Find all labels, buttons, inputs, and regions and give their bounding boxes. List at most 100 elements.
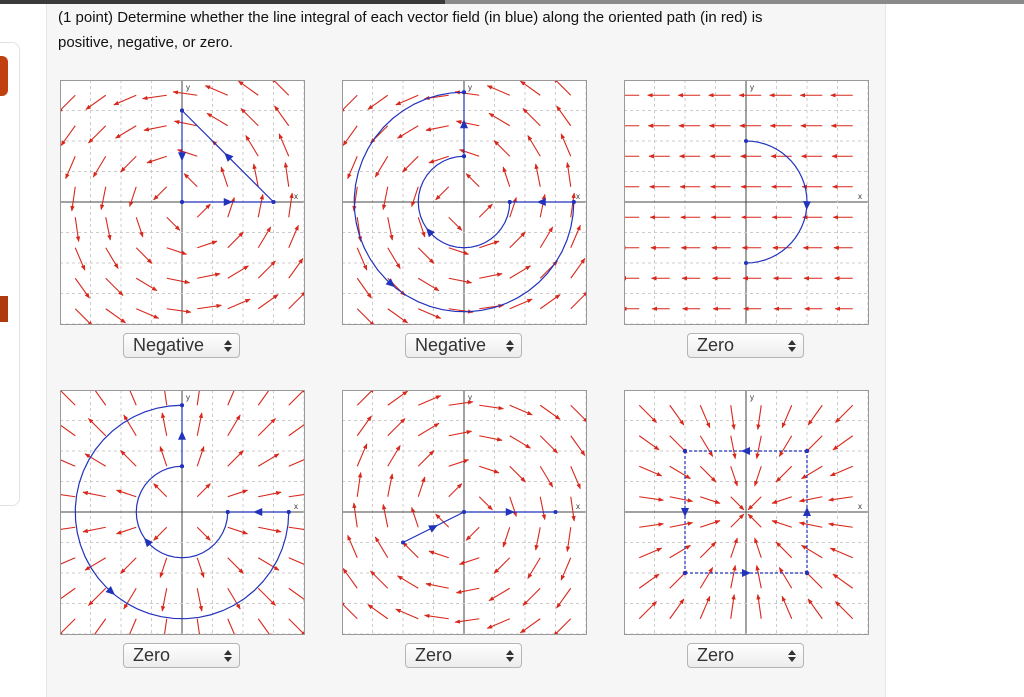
field-arrow	[411, 186, 419, 207]
field-arrow	[502, 166, 511, 187]
path-point	[744, 261, 748, 265]
field-arrow	[638, 435, 660, 451]
field-arrow	[153, 526, 168, 541]
field-arrow	[699, 405, 711, 429]
path-point	[683, 571, 687, 575]
field-arrow	[730, 435, 737, 460]
field-arrow	[356, 443, 368, 467]
field-arrow	[778, 567, 793, 589]
field-arrow	[227, 414, 241, 437]
field-arrow	[669, 496, 694, 503]
field-arrow	[417, 277, 440, 292]
field-arrow	[173, 120, 198, 127]
field-arrow	[553, 77, 572, 96]
path-direction	[178, 430, 186, 440]
field-arrow	[539, 226, 554, 249]
field-arrow	[196, 446, 205, 467]
field-arrow	[70, 186, 76, 212]
field-arrow	[288, 618, 307, 637]
field-arrow	[257, 557, 280, 571]
answer-select[interactable]: Negative	[405, 333, 522, 358]
field-arrow	[120, 155, 137, 173]
field-arrow	[425, 582, 449, 589]
field-arrow	[88, 587, 107, 606]
field-arrow	[374, 536, 389, 559]
path-direction	[178, 152, 186, 162]
field-arrow	[565, 527, 572, 552]
field-arrow	[747, 496, 762, 511]
path-direction	[253, 508, 263, 516]
field-arrow	[196, 483, 211, 498]
field-arrow	[395, 608, 419, 620]
field-arrow	[448, 277, 473, 284]
field-arrow	[227, 450, 244, 467]
path-direction	[505, 508, 515, 516]
field-arrow	[448, 400, 474, 406]
field-arrow	[479, 240, 500, 249]
field-arrow	[356, 472, 363, 497]
field-arrow	[570, 466, 581, 490]
field-arrow	[387, 308, 409, 324]
field-arrow	[832, 435, 854, 451]
field-arrow	[455, 120, 480, 127]
field-arrow	[411, 507, 419, 528]
field-arrow	[428, 155, 449, 164]
field-arrow	[835, 601, 854, 620]
answer-select[interactable]: Negative	[123, 333, 240, 358]
field-arrow	[172, 90, 198, 96]
field-arrow	[699, 567, 714, 589]
field-arrow	[448, 430, 473, 437]
axis-label: x	[858, 192, 862, 201]
field-arrow	[428, 550, 449, 559]
answer-select[interactable]: Zero	[687, 643, 804, 668]
field-arrow	[756, 405, 762, 430]
answer-select[interactable]: Zero	[405, 643, 522, 668]
field-arrow	[832, 573, 854, 589]
field-arrow	[387, 247, 401, 269]
field-arrow	[699, 541, 717, 559]
answer-select[interactable]: Zero	[123, 643, 240, 668]
field-arrow	[798, 496, 823, 503]
field-arrow	[417, 247, 435, 264]
field-arrow	[252, 163, 259, 187]
field-arrow	[356, 415, 372, 437]
field-arrow	[699, 465, 717, 483]
field-arrow	[534, 163, 541, 187]
field-arrow	[570, 291, 589, 310]
path-point	[180, 108, 184, 113]
field-arrow	[486, 618, 510, 629]
answer-select[interactable]: Zero	[687, 333, 804, 358]
field-arrow	[478, 203, 493, 218]
problem-text: positive, negative, or zero.	[58, 34, 234, 51]
field-arrow	[425, 125, 449, 132]
field-arrow	[136, 308, 160, 319]
field-arrow	[227, 265, 249, 279]
field-arrow	[123, 414, 137, 437]
field-arrow	[418, 395, 442, 406]
field-arrow	[829, 465, 853, 477]
field-arrow	[509, 298, 533, 310]
field-arrow	[347, 156, 358, 180]
field-arrow	[52, 557, 76, 568]
field-arrow	[227, 231, 244, 249]
field-arrow	[153, 186, 168, 201]
field-arrow	[560, 133, 572, 157]
field-arrow	[395, 94, 419, 106]
field-arrow	[730, 513, 745, 528]
plot-svg: yx	[57, 77, 307, 327]
field-arrow	[539, 496, 546, 521]
path-direction	[803, 507, 811, 516]
field-arrow	[539, 465, 554, 488]
path-point	[553, 510, 558, 514]
field-arrow	[227, 197, 235, 218]
field-arrow	[639, 496, 664, 502]
field-arrow	[493, 140, 511, 157]
field-arrow	[288, 421, 310, 437]
field-arrow	[288, 587, 310, 603]
field-arrow	[801, 465, 823, 480]
field-arrow	[387, 473, 394, 497]
field-arrow	[356, 308, 375, 327]
field-arrow	[240, 108, 259, 127]
field-arrow	[479, 404, 504, 411]
